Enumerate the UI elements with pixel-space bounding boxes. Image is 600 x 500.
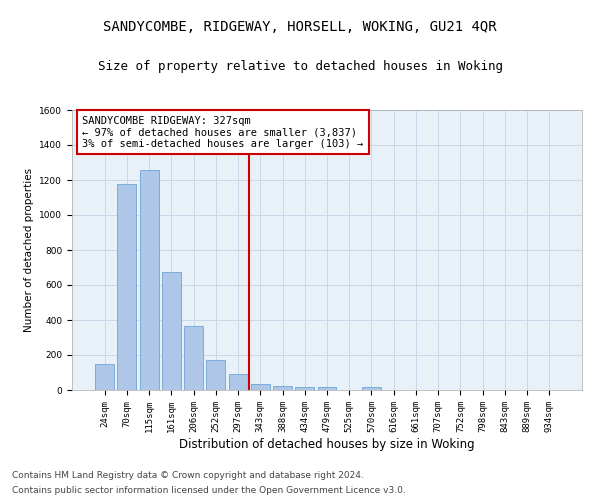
Text: SANDYCOMBE, RIDGEWAY, HORSELL, WOKING, GU21 4QR: SANDYCOMBE, RIDGEWAY, HORSELL, WOKING, G… [103, 20, 497, 34]
Bar [362, 386, 381, 390]
Bar [162, 272, 181, 390]
Bar [95, 364, 114, 390]
Y-axis label: Number of detached properties: Number of detached properties [24, 168, 34, 332]
Text: SANDYCOMBE RIDGEWAY: 327sqm
← 97% of detached houses are smaller (3,837)
3% of s: SANDYCOMBE RIDGEWAY: 327sqm ← 97% of det… [82, 116, 364, 149]
Bar [140, 170, 158, 390]
Bar [118, 184, 136, 390]
Bar [251, 384, 270, 390]
Bar [273, 386, 292, 390]
Bar [295, 386, 314, 390]
Bar [206, 360, 225, 390]
Text: Contains HM Land Registry data © Crown copyright and database right 2024.: Contains HM Land Registry data © Crown c… [12, 471, 364, 480]
Text: Contains public sector information licensed under the Open Government Licence v3: Contains public sector information licen… [12, 486, 406, 495]
Bar [184, 326, 203, 390]
Text: Size of property relative to detached houses in Woking: Size of property relative to detached ho… [97, 60, 503, 73]
Bar [229, 374, 248, 390]
X-axis label: Distribution of detached houses by size in Woking: Distribution of detached houses by size … [179, 438, 475, 450]
Bar [317, 386, 337, 390]
